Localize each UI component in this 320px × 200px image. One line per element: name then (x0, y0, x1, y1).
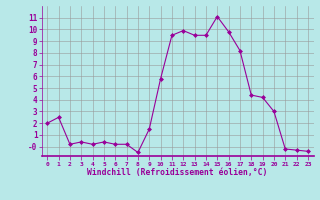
X-axis label: Windchill (Refroidissement éolien,°C): Windchill (Refroidissement éolien,°C) (87, 168, 268, 177)
